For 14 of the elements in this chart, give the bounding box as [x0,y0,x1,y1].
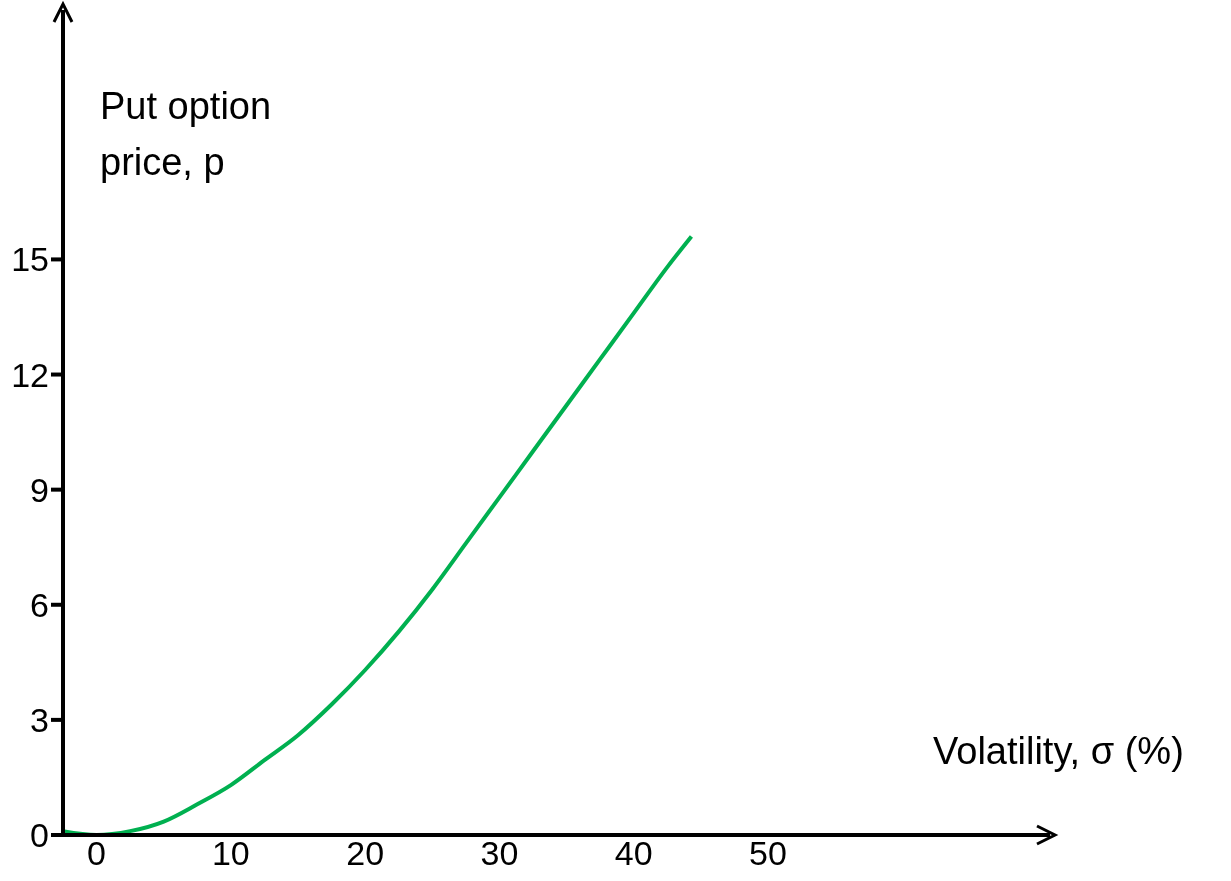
x-tick-label: 10 [211,834,250,873]
x-tick-label: 20 [346,834,385,873]
x-axis-title: Volatility, σ (%) [933,730,1184,773]
x-tick-label: 0 [87,834,107,873]
x-tick-label: 30 [480,834,519,873]
y-tick-label: 3 [30,700,49,739]
y-tick-label: 6 [30,585,49,624]
y-tick-label: 9 [30,470,49,509]
x-tick-label: 50 [749,834,787,873]
x-tick-label: 40 [614,834,653,873]
y-axis-title: Put option price, p [100,84,273,185]
y-tick-label: 15 [11,240,49,279]
y-tick-label: 12 [11,355,49,394]
line-series [63,234,694,835]
